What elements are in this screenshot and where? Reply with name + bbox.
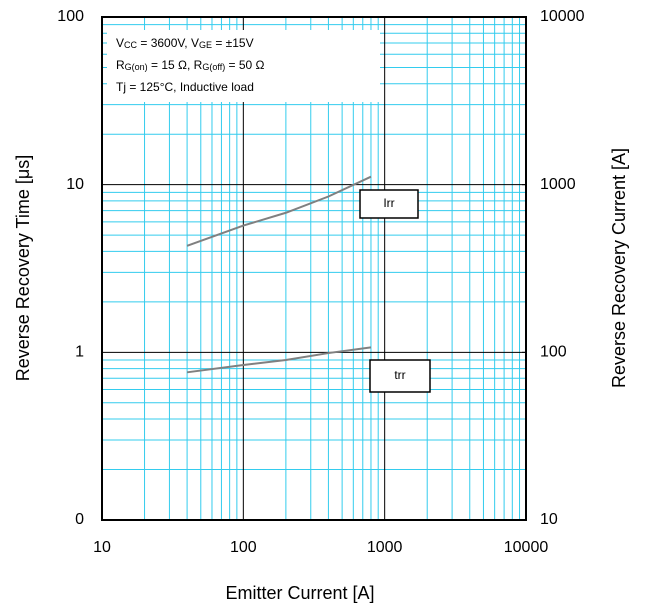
y2-tick-label: 100 — [540, 344, 567, 361]
y-tick-label: 0 — [75, 511, 84, 528]
y-tick-label: 10 — [66, 176, 84, 193]
annotation-part: GE — [199, 40, 212, 50]
annotation-part: Tj = 125°C, Inductive load — [116, 80, 254, 94]
annotation-part: G(on) — [125, 62, 148, 72]
series-label: trr — [394, 368, 405, 382]
y2-axis-label: Reverse Recovery Current [A] — [609, 148, 629, 388]
annotation-part: = 15 Ω, R — [148, 58, 203, 72]
annotation: Tj = 125°C, Inductive load — [116, 80, 254, 94]
plot-frame — [101, 16, 527, 521]
x-tick-label: 10000 — [504, 539, 549, 556]
x-tick-label: 1000 — [367, 539, 403, 556]
y-tick-label: 1 — [75, 344, 84, 361]
annotation: VCC = 3600V, VGE = ±15V — [116, 36, 254, 50]
annotation-part: CC — [124, 40, 137, 50]
series-line — [186, 346, 372, 374]
x-tick-label: 100 — [230, 539, 257, 556]
y2-tick-label: 1000 — [540, 176, 576, 193]
annotation-part: G(off) — [202, 62, 225, 72]
annotation-part: = 50 Ω — [225, 58, 264, 72]
annotation-part: R — [116, 58, 125, 72]
series-label-box — [369, 359, 431, 393]
annotation-box — [107, 30, 380, 102]
series-line — [186, 175, 372, 247]
y-axis-label: Reverse Recovery Time [μs] — [13, 155, 33, 381]
y-tick-label: 100 — [57, 8, 84, 25]
series-label: Irr — [383, 196, 394, 210]
annotation: RG(on) = 15 Ω, RG(off) = 50 Ω — [116, 58, 265, 72]
annotation-part: V — [116, 36, 124, 50]
y2-tick-label: 10 — [540, 511, 558, 528]
annotation-part: = ±15V — [212, 36, 254, 50]
y2-tick-label: 10000 — [540, 8, 585, 25]
x-axis-label: Emitter Current [A] — [225, 583, 374, 603]
x-tick-label: 10 — [93, 539, 111, 556]
series-label-box — [359, 189, 419, 219]
annotation-part: = 3600V, V — [137, 36, 199, 50]
